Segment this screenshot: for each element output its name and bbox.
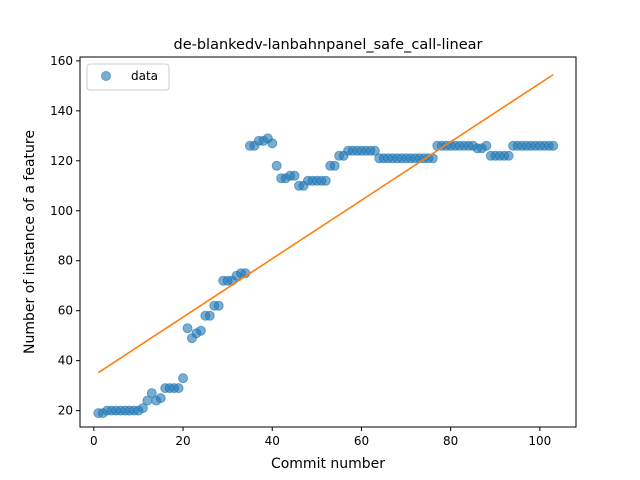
fit-line bbox=[97, 73, 554, 374]
data-point bbox=[289, 170, 300, 181]
legend-marker-data bbox=[101, 71, 111, 81]
chart-title: de-blankedv-lanbahnpanel_safe_call-linea… bbox=[173, 37, 482, 53]
data-point bbox=[503, 150, 514, 161]
x-tick-label: 0 bbox=[90, 434, 98, 448]
data-point bbox=[182, 323, 193, 334]
y-axis-label: Number of instance of a feature bbox=[22, 130, 38, 354]
data-point bbox=[204, 310, 215, 321]
data-point bbox=[213, 300, 224, 311]
legend-label-data: data bbox=[131, 69, 158, 83]
data-point bbox=[329, 160, 340, 171]
data-point bbox=[195, 325, 206, 336]
data-point bbox=[178, 373, 189, 384]
y-tick-label: 20 bbox=[58, 404, 73, 418]
axes-frame bbox=[79, 56, 577, 428]
data-point bbox=[548, 140, 559, 151]
x-tick-label: 20 bbox=[175, 434, 190, 448]
x-axis-label: Commit number bbox=[271, 456, 385, 472]
y-tick-label: 160 bbox=[50, 54, 73, 68]
data-point bbox=[137, 403, 148, 414]
data-point bbox=[271, 160, 282, 171]
data-point bbox=[267, 138, 278, 149]
data-point bbox=[369, 145, 380, 156]
legend-box bbox=[86, 63, 170, 91]
x-tick-label: 80 bbox=[443, 434, 458, 448]
data-point bbox=[481, 140, 492, 151]
y-tick-label: 140 bbox=[50, 104, 73, 118]
x-tick-label: 60 bbox=[354, 434, 369, 448]
y-tick-label: 60 bbox=[58, 304, 73, 318]
data-point bbox=[320, 175, 331, 186]
y-tick-label: 80 bbox=[58, 254, 73, 268]
legend: data bbox=[86, 63, 170, 91]
x-tick-label: 40 bbox=[265, 434, 280, 448]
y-tick-label: 100 bbox=[50, 204, 73, 218]
data-point bbox=[155, 393, 166, 404]
x-axis-ticks: 0 20 40 60 80 100 bbox=[90, 427, 551, 448]
y-tick-label: 120 bbox=[50, 154, 73, 168]
x-tick-label: 100 bbox=[528, 434, 551, 448]
data-point bbox=[173, 383, 184, 394]
plot-area bbox=[93, 73, 559, 419]
data-point bbox=[146, 388, 157, 399]
y-tick-label: 40 bbox=[58, 354, 73, 368]
y-axis-ticks: 20 40 60 80 100 120 140 160 bbox=[50, 54, 80, 418]
